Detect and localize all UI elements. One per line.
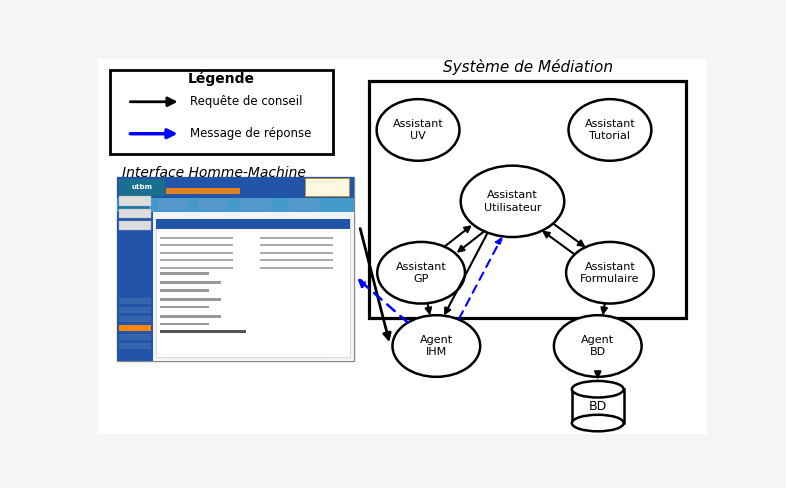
FancyBboxPatch shape [160,267,233,269]
FancyBboxPatch shape [119,199,149,210]
FancyBboxPatch shape [119,343,151,349]
FancyBboxPatch shape [160,259,233,262]
Text: Interface Homme-Machine: Interface Homme-Machine [122,166,306,180]
Ellipse shape [568,99,652,161]
FancyBboxPatch shape [160,244,233,246]
FancyBboxPatch shape [119,325,151,331]
FancyBboxPatch shape [116,198,354,212]
FancyBboxPatch shape [98,59,707,434]
FancyBboxPatch shape [119,208,151,218]
FancyBboxPatch shape [119,221,151,230]
FancyBboxPatch shape [160,315,222,318]
FancyBboxPatch shape [160,289,209,291]
FancyBboxPatch shape [160,252,233,254]
FancyBboxPatch shape [156,220,351,229]
Text: BD: BD [589,400,607,413]
FancyBboxPatch shape [119,307,151,313]
FancyBboxPatch shape [110,70,332,154]
Text: Agent
BD: Agent BD [581,335,615,357]
Text: Assistant
Utilisateur: Assistant Utilisateur [483,190,542,213]
Ellipse shape [572,415,623,431]
Text: Légende: Légende [188,72,255,86]
FancyBboxPatch shape [119,316,151,322]
FancyBboxPatch shape [160,237,233,239]
FancyBboxPatch shape [259,259,332,262]
FancyBboxPatch shape [241,199,270,210]
FancyBboxPatch shape [119,179,164,196]
FancyBboxPatch shape [116,177,354,198]
FancyBboxPatch shape [119,196,151,206]
FancyBboxPatch shape [158,199,189,210]
FancyBboxPatch shape [259,267,332,269]
FancyBboxPatch shape [305,178,349,197]
FancyBboxPatch shape [116,177,354,361]
Ellipse shape [376,99,460,161]
FancyBboxPatch shape [259,252,332,254]
Ellipse shape [554,315,641,377]
FancyBboxPatch shape [197,199,228,210]
FancyBboxPatch shape [160,272,209,275]
Text: Requête de conseil: Requête de conseil [189,95,302,108]
Text: utbm: utbm [131,184,152,190]
FancyBboxPatch shape [116,212,354,361]
FancyBboxPatch shape [119,298,151,305]
Text: Assistant
UV: Assistant UV [393,119,443,141]
Ellipse shape [572,381,623,398]
FancyBboxPatch shape [160,323,209,325]
FancyBboxPatch shape [369,81,686,318]
Text: Assistant
Tutorial: Assistant Tutorial [585,119,635,141]
Ellipse shape [377,242,465,304]
Text: Agent
IHM: Agent IHM [420,335,453,357]
FancyBboxPatch shape [156,220,351,357]
FancyBboxPatch shape [572,389,623,423]
FancyBboxPatch shape [167,188,240,194]
Ellipse shape [392,315,480,377]
Ellipse shape [461,165,564,237]
FancyBboxPatch shape [259,244,332,246]
FancyBboxPatch shape [160,282,222,284]
FancyBboxPatch shape [160,298,222,301]
Text: Système de Médiation: Système de Médiation [443,59,613,75]
Text: Assistant
GP: Assistant GP [395,262,446,284]
FancyBboxPatch shape [119,334,151,340]
FancyBboxPatch shape [289,199,319,210]
FancyBboxPatch shape [160,306,209,308]
FancyBboxPatch shape [160,330,246,333]
FancyBboxPatch shape [259,237,332,239]
FancyBboxPatch shape [116,212,153,361]
Text: Message de réponse: Message de réponse [189,127,311,140]
Text: Assistant
Formulaire: Assistant Formulaire [580,262,640,284]
Ellipse shape [566,242,654,304]
